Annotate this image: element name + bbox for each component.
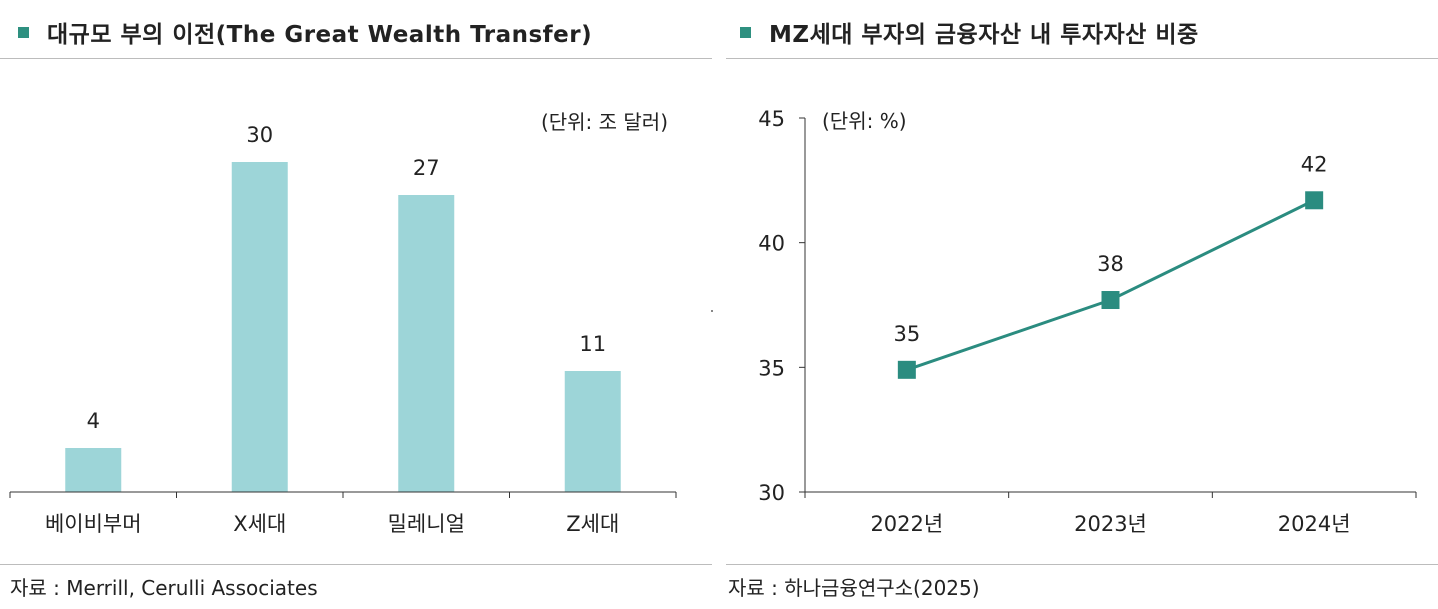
- line-marker: [897, 360, 916, 379]
- y-tick-label: 35: [758, 356, 785, 380]
- investment-share-line: [906, 198, 1315, 372]
- line-value-label: 35: [893, 322, 920, 346]
- category-label: 베이비부머: [45, 512, 142, 536]
- wealth-transfer-title-row: 대규모 부의 이전(The Great Wealth Transfer): [18, 16, 592, 48]
- y-tick-label: 45: [758, 107, 785, 131]
- line-marker: [1305, 191, 1324, 210]
- x-category-label: 2023년: [1074, 512, 1147, 536]
- line-marker: [1101, 291, 1120, 310]
- y-tick-label: 30: [758, 481, 785, 505]
- title-divider: [726, 58, 1438, 59]
- line-value-label: 38: [1097, 252, 1124, 276]
- bar-value-label: 30: [246, 123, 273, 147]
- bar: [398, 195, 455, 492]
- bar-unit-note: (단위: 조 달러): [541, 110, 668, 134]
- bar-value-label: 11: [579, 332, 606, 356]
- line-value-label: 42: [1301, 152, 1328, 176]
- bar-value-label: 4: [87, 409, 100, 433]
- bar-series: 4 30 27 11: [65, 123, 621, 492]
- category-label: X세대: [233, 512, 286, 536]
- mz-investment-title-row: MZ세대 부자의 금융자산 내 투자자산 비중: [740, 16, 1199, 48]
- bar: [65, 448, 122, 492]
- y-tick-label: 40: [758, 232, 785, 256]
- mz-investment-line-chart: (단위: %) 30 35 40 45 2022년 2023년 2024년 35 38 42: [758, 107, 1417, 536]
- wealth-transfer-bar-chart: (단위: 조 달러) 4 30 27 11 베이비부머 X세대 밀레니얼 Z세대: [9, 110, 677, 536]
- mz-investment-title: MZ세대 부자의 금융자산 내 투자자산 비중: [769, 22, 1199, 48]
- stray-dot: [711, 310, 713, 312]
- x-category-label: 2022년: [870, 512, 943, 536]
- wealth-transfer-title: 대규모 부의 이전(The Great Wealth Transfer): [47, 22, 593, 48]
- data-labels: 35 38 42: [893, 152, 1327, 346]
- line-markers: [897, 191, 1324, 379]
- title-marker-icon: [740, 26, 751, 38]
- bar: [564, 371, 621, 492]
- x-category-label: 2024년: [1278, 512, 1351, 536]
- x-axis-ticks: [804, 492, 1417, 498]
- wealth-transfer-panel: 대규모 부의 이전(The Great Wealth Transfer) (단위…: [0, 0, 712, 609]
- x-axis-ticks: [9, 492, 677, 498]
- y-axis-ticks: 30 35 40 45: [758, 107, 805, 505]
- category-label: Z세대: [566, 512, 619, 536]
- category-label: 밀레니얼: [388, 512, 465, 536]
- footer-divider: [726, 564, 1438, 565]
- x-axis-labels: 2022년 2023년 2024년: [870, 512, 1350, 536]
- footer-divider: [0, 564, 712, 565]
- mz-investment-panel: MZ세대 부자의 금융자산 내 투자자산 비중 (단위: %) 30 35 40 45…: [726, 0, 1438, 609]
- x-axis-labels: 베이비부머 X세대 밀레니얼 Z세대: [45, 512, 619, 536]
- title-divider: [0, 58, 712, 59]
- wealth-transfer-source: 자료 : Merrill, Cerulli Associates: [10, 576, 318, 600]
- line-unit-note: (단위: %): [822, 109, 907, 133]
- mz-investment-source: 자료 : 하나금융연구소(2025): [728, 576, 980, 600]
- bar: [231, 162, 288, 492]
- bar-value-label: 27: [413, 156, 440, 180]
- title-marker-icon: [18, 26, 29, 38]
